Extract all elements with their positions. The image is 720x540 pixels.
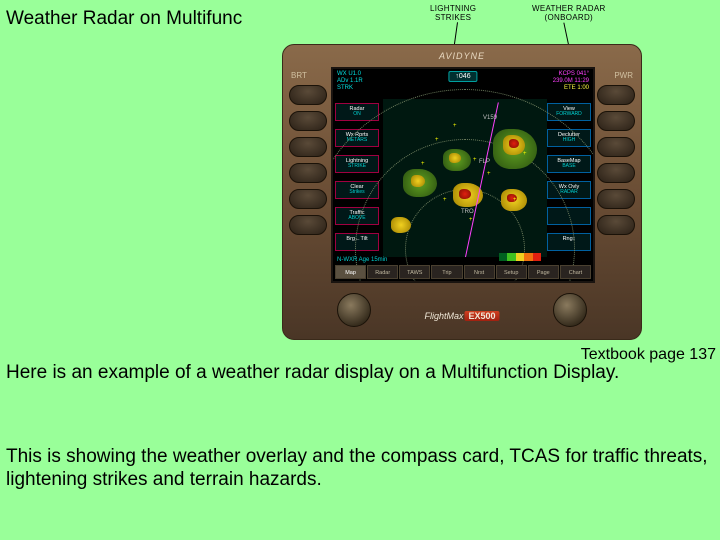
paragraph-2: This is showing the weather overlay and …	[6, 446, 714, 492]
slide-title: Weather Radar on Multifunc	[6, 8, 242, 30]
hdr-r-2: ETE 1:00	[564, 85, 589, 91]
lightning-strike-icon: +	[443, 199, 446, 202]
tab-chart[interactable]: Chart	[560, 265, 591, 279]
model-number: EX500	[464, 311, 499, 321]
tab-setup[interactable]: Setup	[496, 265, 527, 279]
hdr-l-1: ADv 1.1R	[337, 78, 363, 84]
bezel-button-r5[interactable]	[597, 189, 635, 209]
bezel-button-l5[interactable]	[289, 189, 327, 209]
heading-value: 046	[459, 73, 471, 80]
sk-sub: ON	[336, 112, 378, 118]
bezel-knob-right[interactable]	[553, 293, 587, 327]
pwr-label: PWR	[614, 71, 633, 80]
lightning-strike-icon: +	[513, 199, 516, 202]
lightning-strike-icon: +	[435, 139, 438, 142]
bezel-button-r6[interactable]	[597, 215, 635, 235]
bezel-button-r2[interactable]	[597, 111, 635, 131]
mfd-bezel: AVIDYNE BRT PWR WX U1.0 ADv 1.1R ST	[282, 44, 642, 340]
hdr-l-2: STRK	[337, 85, 353, 91]
bezel-knob-left[interactable]	[337, 293, 371, 327]
scale-segment	[524, 253, 532, 261]
tab-trip[interactable]: Trip	[431, 265, 462, 279]
scale-segment	[507, 253, 515, 261]
lightning-strike-icon: +	[523, 153, 526, 156]
weather-cell	[411, 175, 425, 187]
header-left-block: WX U1.0 ADv 1.1R STRK	[337, 71, 363, 93]
data-age-text: N-WXR Age 15min	[337, 257, 387, 263]
weather-cell	[391, 217, 411, 233]
hdr-r-0: KCPS 041°	[559, 71, 589, 77]
bezel-button-l6[interactable]	[289, 215, 327, 235]
model-name: FlightMax	[424, 311, 463, 321]
left-button-column	[289, 85, 327, 235]
bezel-button-l4[interactable]	[289, 163, 327, 183]
tab-taws[interactable]: TAWS	[399, 265, 430, 279]
header-right-block: KCPS 041° 239.0M 11:29 ETE 1:00	[553, 71, 589, 93]
weather-cell	[509, 139, 519, 148]
mfd-figure: LIGHTNING STRIKES WEATHER RADAR (ONBOARD…	[282, 4, 642, 340]
page-tabs: MapRadarTAWSTripNrstSetupPageChart	[335, 265, 591, 279]
waypoint-label: V159	[483, 115, 497, 121]
paragraph-1: Here is an example of a weather radar di…	[6, 362, 714, 385]
bezel-button-r4[interactable]	[597, 163, 635, 183]
intensity-scale	[499, 253, 541, 261]
right-button-column	[597, 85, 635, 235]
callout-wxradar: WEATHER RADAR (ONBOARD)	[532, 4, 606, 22]
lightning-strike-icon: +	[487, 173, 490, 176]
waypoint-label: TRO	[461, 209, 474, 215]
mfd-screen: WX U1.0 ADv 1.1R STRK ↑046 KCPS 041° 239…	[331, 67, 595, 283]
brt-label: BRT	[291, 71, 307, 80]
brand-label: AVIDYNE	[439, 51, 485, 61]
scale-segment	[516, 253, 524, 261]
weather-cell	[449, 153, 461, 163]
bezel-button-r1[interactable]	[597, 85, 635, 105]
heading-readout: ↑046	[448, 71, 477, 82]
tab-radar[interactable]: Radar	[367, 265, 398, 279]
hdr-r-1: 239.0M 11:29	[553, 78, 589, 84]
lightning-strike-icon: +	[473, 159, 476, 162]
weather-cell	[459, 189, 471, 199]
callout-lightning: LIGHTNING STRIKES	[430, 4, 476, 22]
bezel-button-r3[interactable]	[597, 137, 635, 157]
model-badge: FlightMaxEX500	[424, 311, 499, 321]
bezel-button-l1[interactable]	[289, 85, 327, 105]
tab-map[interactable]: Map	[335, 265, 366, 279]
bezel-button-l2[interactable]	[289, 111, 327, 131]
bezel-button-l3[interactable]	[289, 137, 327, 157]
tab-page[interactable]: Page	[528, 265, 559, 279]
hdr-l-0: WX U1.0	[337, 71, 361, 77]
lightning-strike-icon: +	[421, 163, 424, 166]
map-canvas: +++++++++V159FLPTRO	[383, 99, 547, 257]
lightning-strike-icon: +	[453, 125, 456, 128]
scale-segment	[499, 253, 507, 261]
scale-segment	[533, 253, 541, 261]
tab-nrst[interactable]: Nrst	[464, 265, 495, 279]
waypoint-label: FLP	[479, 159, 490, 165]
